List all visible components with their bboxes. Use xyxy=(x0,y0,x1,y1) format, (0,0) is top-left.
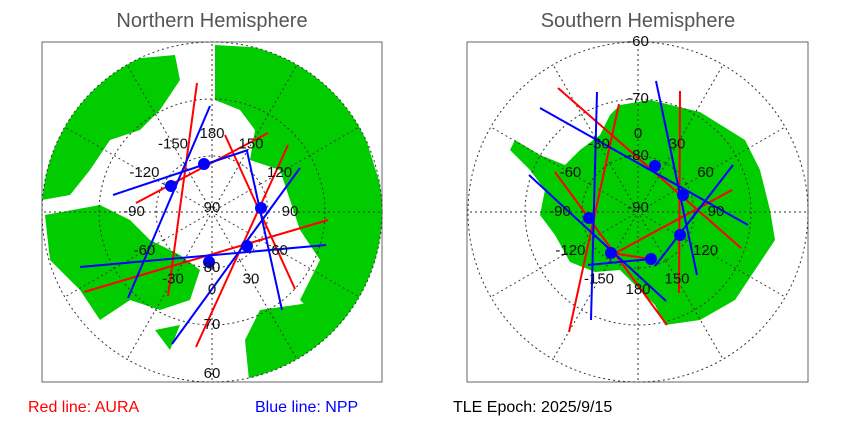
south-meridian xyxy=(686,126,786,185)
south-lat-label: -60 xyxy=(627,33,649,50)
satellite-position-marker xyxy=(241,240,253,252)
south-lon-label: -150 xyxy=(584,271,614,288)
legend-epoch: TLE Epoch: 2025/9/15 xyxy=(453,399,613,416)
north-lon-label: -30 xyxy=(162,271,184,288)
south-lat-label: -90 xyxy=(627,199,649,216)
south-meridian xyxy=(552,260,611,360)
north-lon-label: 150 xyxy=(238,135,263,152)
north-meridian xyxy=(260,126,360,185)
satellite-position-marker xyxy=(645,253,657,265)
north-lon-label: 60 xyxy=(271,242,288,259)
legend-aura: Red line: AURA xyxy=(28,399,140,416)
north-meridian xyxy=(126,64,185,164)
satellite-position-marker xyxy=(677,189,689,201)
npp-track xyxy=(654,164,734,267)
north-meridian xyxy=(64,239,164,298)
aura-track xyxy=(167,82,198,297)
satellite-position-marker xyxy=(605,247,617,259)
north-lon-label: -150 xyxy=(158,135,188,152)
satellite-position-marker xyxy=(198,158,210,170)
npp-track xyxy=(655,80,698,276)
npp-track xyxy=(79,244,327,268)
north-land xyxy=(42,45,382,382)
north-lat-label: 80 xyxy=(204,259,221,276)
npp-track xyxy=(587,258,652,266)
north-lat-circle xyxy=(41,41,383,383)
south-lon-label: -30 xyxy=(588,135,610,152)
north-meridian xyxy=(239,260,298,360)
north-lon-label: 30 xyxy=(243,271,260,288)
south-lat-circle xyxy=(467,41,809,383)
south-lon-label: -120 xyxy=(555,242,585,259)
south-lon-label: -60 xyxy=(560,164,582,181)
north-lon-label: -120 xyxy=(129,164,159,181)
npp-track xyxy=(539,107,749,226)
south-lon-label: 60 xyxy=(697,164,714,181)
satellite-position-marker xyxy=(583,212,595,224)
north-meridian xyxy=(126,260,185,360)
npp-track xyxy=(246,150,283,311)
south-meridian xyxy=(552,64,611,164)
south-lon-label: 0 xyxy=(634,125,642,142)
south-lon-label: 30 xyxy=(669,135,686,152)
south-meridian xyxy=(665,260,724,360)
satellite-position-marker xyxy=(203,256,215,268)
aura-track xyxy=(611,189,733,256)
npp-track xyxy=(171,167,301,345)
south-meridian xyxy=(665,64,724,164)
north-lon-label: -90 xyxy=(123,203,145,220)
legend-npp: Blue line: NPP xyxy=(255,399,359,416)
north-lon-label: 0 xyxy=(208,281,216,298)
north-title: Northern Hemisphere xyxy=(116,10,308,32)
south-title: Southern Hemisphere xyxy=(540,10,736,32)
satellite-position-marker xyxy=(649,160,661,172)
north-lat-label: 90 xyxy=(204,199,221,216)
south-meridian xyxy=(490,126,590,185)
north-lon-label: 120 xyxy=(267,164,292,181)
south-meridian xyxy=(589,183,687,241)
south-meridian xyxy=(490,239,590,298)
satellite-position-marker xyxy=(255,202,267,214)
north-lat-label: 60 xyxy=(204,365,221,382)
south-lat-label: -70 xyxy=(627,90,649,107)
south-lon-label: 90 xyxy=(708,203,725,220)
north-meridian xyxy=(260,239,360,298)
aura-track xyxy=(610,252,652,260)
npp-track xyxy=(528,174,667,302)
south-lon-label: 180 xyxy=(625,281,650,298)
north-meridian xyxy=(163,183,261,241)
south-meridian xyxy=(686,239,786,298)
npp-track xyxy=(112,149,249,196)
north-lon-label: 90 xyxy=(282,203,299,220)
south-lon-label: 120 xyxy=(693,242,718,259)
north-lat-label: 70 xyxy=(204,316,221,333)
south-lon-label: 150 xyxy=(664,271,689,288)
npp-track xyxy=(127,105,211,299)
north-lon-label: 180 xyxy=(199,125,224,142)
north-lon-label: -60 xyxy=(134,242,156,259)
south-lon-label: -90 xyxy=(549,203,571,220)
satellite-position-marker xyxy=(165,180,177,192)
north-meridian xyxy=(64,126,164,185)
satellite-position-marker xyxy=(674,229,686,241)
north-meridian xyxy=(239,64,298,164)
south-lat-label: -80 xyxy=(627,147,649,164)
npp-track xyxy=(590,91,598,321)
